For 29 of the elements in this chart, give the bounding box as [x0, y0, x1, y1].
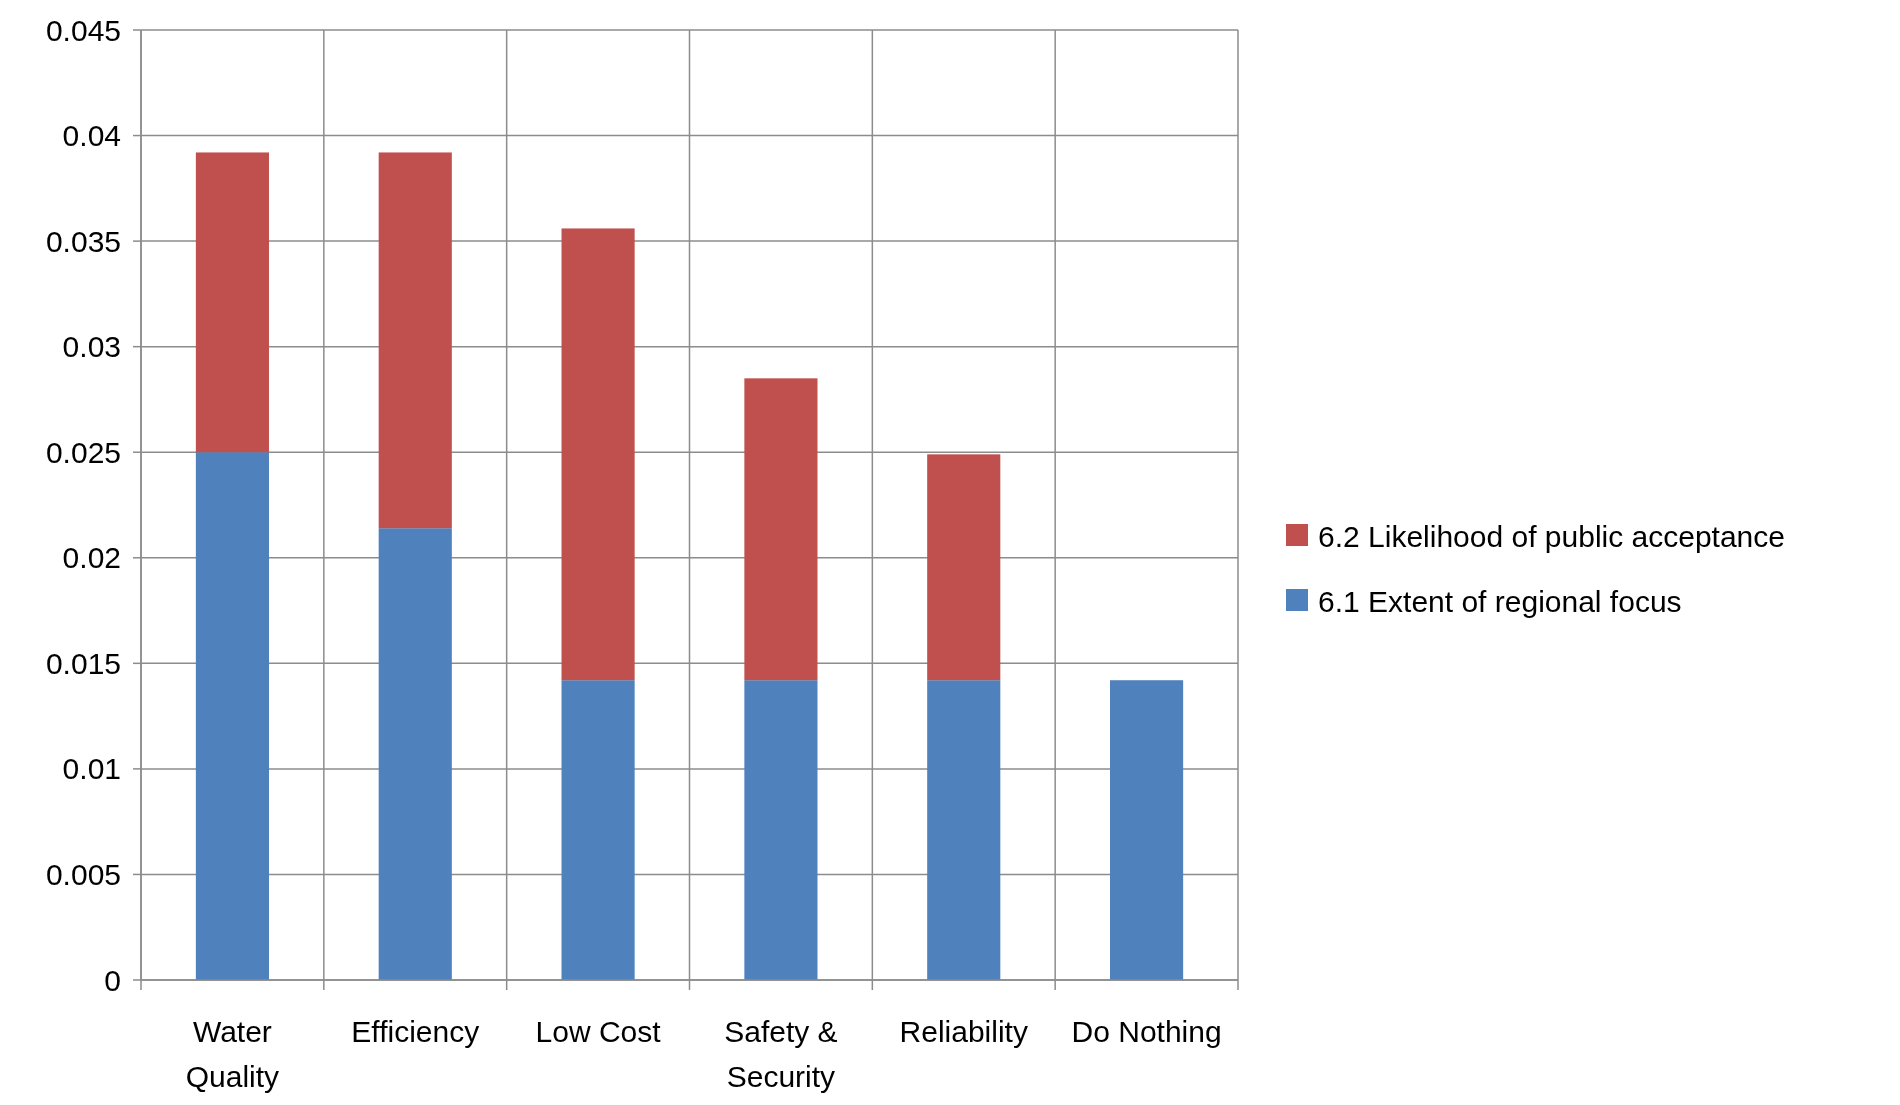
- bar: [744, 680, 818, 980]
- x-tick-label: Do Nothing: [1071, 1015, 1222, 1048]
- y-tick-label: 0.025: [45, 435, 121, 469]
- bar: [744, 378, 818, 681]
- x-tick-label: Reliability: [899, 1015, 1028, 1048]
- bar: [561, 680, 635, 980]
- y-tick-label: 0.035: [45, 224, 121, 258]
- y-tick-label: 0.015: [45, 646, 121, 680]
- legend-label: 6.1 Extent of regional focus: [1318, 584, 1682, 618]
- y-tick-label: 0.02: [62, 541, 121, 575]
- bar: [927, 454, 1001, 681]
- y-tick-label: 0.01: [62, 752, 121, 786]
- x-tick-label: Safety & Security: [724, 1015, 838, 1093]
- y-tick-label: 0.005: [45, 857, 121, 891]
- x-tick-label: Low Cost: [535, 1015, 662, 1048]
- bar: [1110, 680, 1184, 980]
- legend-label: 6.2 Likelihood of public acceptance: [1318, 519, 1785, 553]
- bar: [561, 228, 635, 681]
- bar: [927, 680, 1001, 980]
- bar: [195, 152, 269, 453]
- x-tick-label: Water Quality: [185, 1015, 280, 1093]
- bar: [195, 452, 269, 980]
- x-tick-label: Efficiency: [351, 1015, 480, 1048]
- y-tick-label: 0.04: [62, 119, 121, 153]
- y-tick-label: 0.03: [62, 330, 121, 364]
- bar: [378, 152, 452, 529]
- bar: [378, 528, 452, 980]
- y-tick-label: 0: [104, 963, 121, 997]
- y-tick-label: 0.045: [45, 13, 121, 47]
